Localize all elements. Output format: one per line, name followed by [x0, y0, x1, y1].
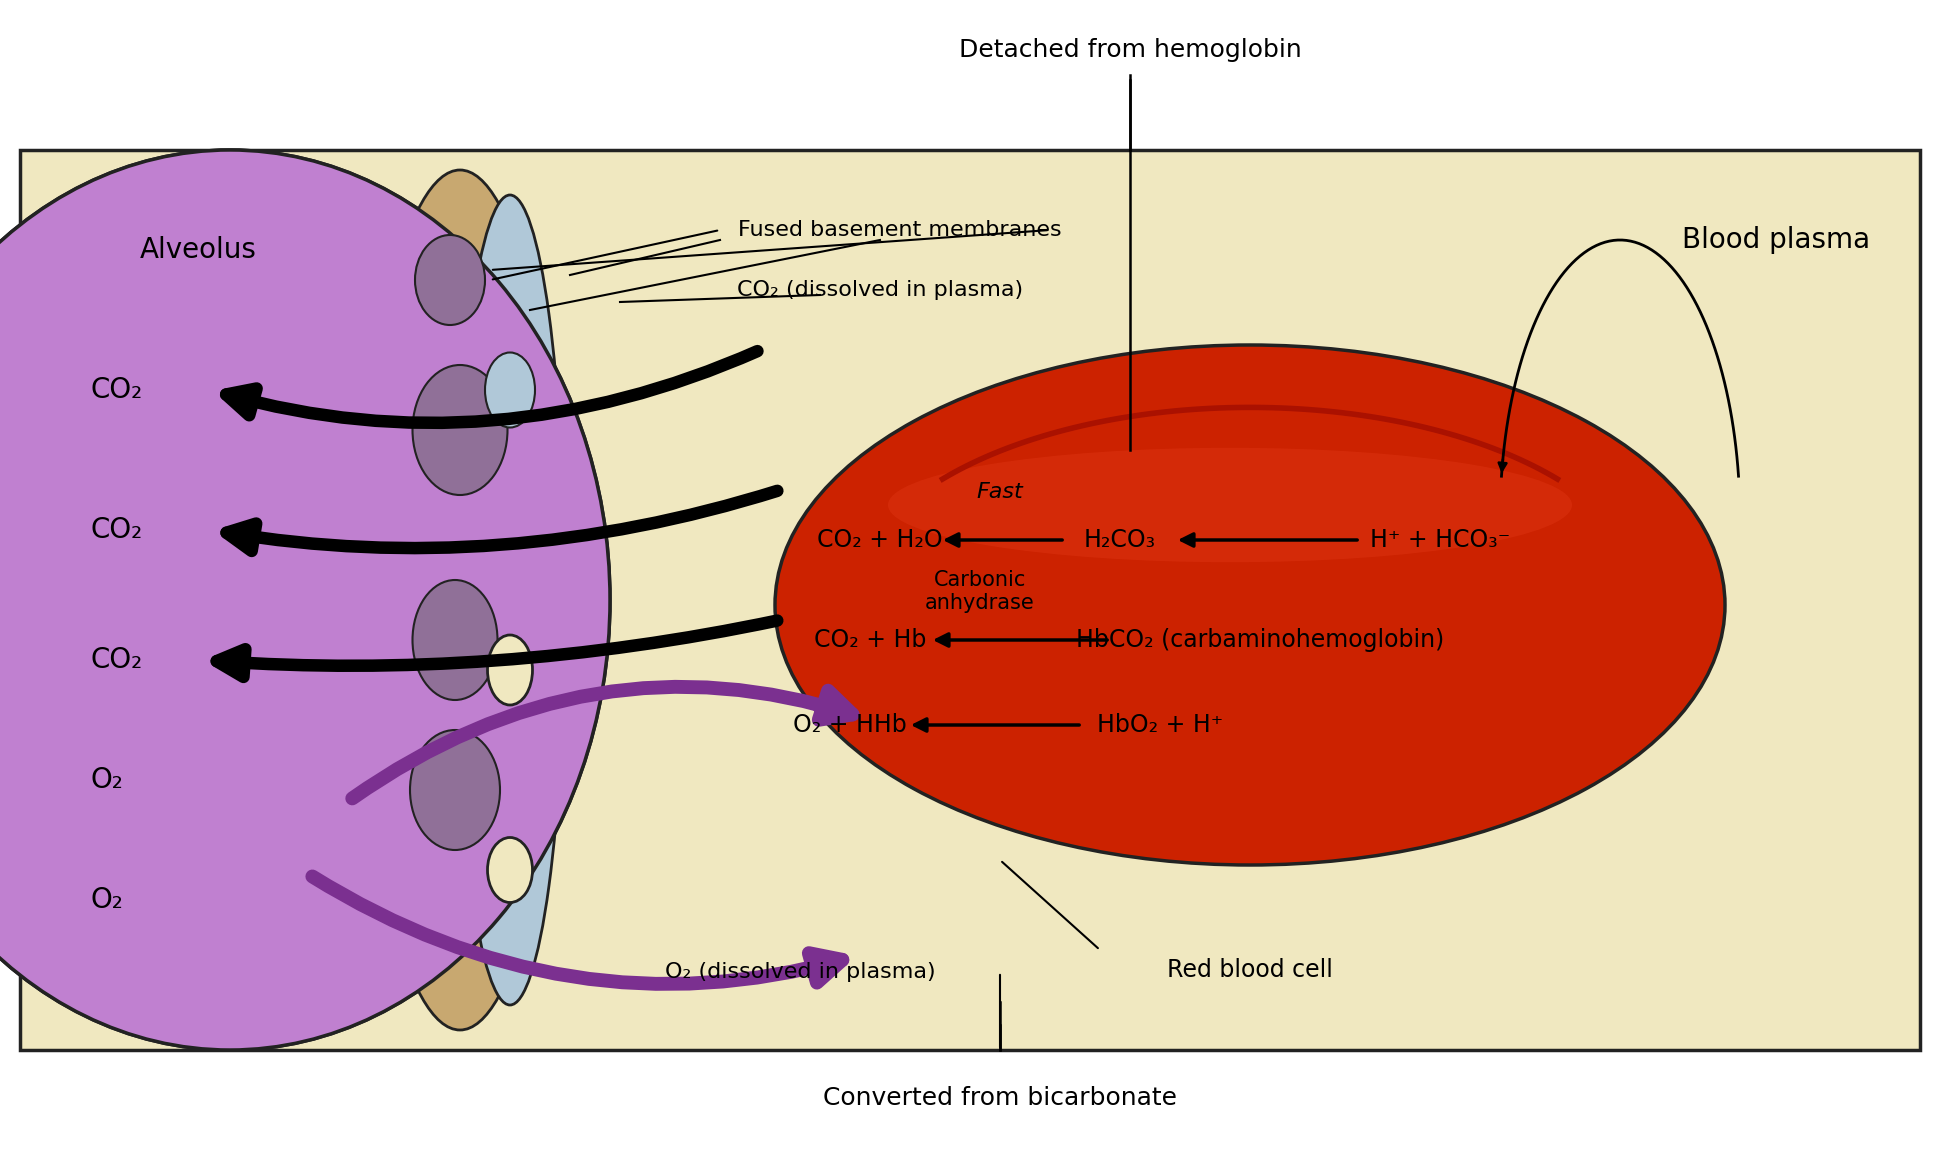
Text: Blood plasma: Blood plasma	[1681, 227, 1869, 254]
Text: H⁺ + HCO₃⁻: H⁺ + HCO₃⁻	[1369, 528, 1509, 552]
Ellipse shape	[415, 235, 485, 325]
Text: Fused basement membranes: Fused basement membranes	[739, 220, 1061, 240]
Text: CO₂ (dissolved in plasma): CO₂ (dissolved in plasma)	[737, 279, 1022, 300]
Text: HbO₂ + H⁺: HbO₂ + H⁺	[1096, 713, 1222, 737]
Text: O₂ (dissolved in plasma): O₂ (dissolved in plasma)	[665, 963, 935, 982]
Ellipse shape	[361, 170, 560, 1030]
Text: O₂: O₂	[89, 886, 122, 914]
Text: Fast: Fast	[975, 482, 1024, 503]
Text: Converted from bicarbonate: Converted from bicarbonate	[822, 1086, 1177, 1110]
Text: HbCO₂ (carbaminohemoglobin): HbCO₂ (carbaminohemoglobin)	[1076, 628, 1443, 652]
Text: Detached from hemoglobin: Detached from hemoglobin	[958, 38, 1301, 62]
Ellipse shape	[0, 150, 609, 1050]
Ellipse shape	[487, 635, 531, 705]
Text: Carbonic: Carbonic	[933, 570, 1026, 590]
Text: CO₂: CO₂	[89, 516, 142, 544]
Text: CO₂ + Hb: CO₂ + Hb	[812, 628, 925, 652]
FancyBboxPatch shape	[19, 150, 1920, 1050]
Ellipse shape	[413, 580, 496, 700]
Ellipse shape	[487, 837, 531, 903]
Ellipse shape	[888, 447, 1571, 562]
Ellipse shape	[413, 365, 508, 494]
Text: anhydrase: anhydrase	[925, 593, 1033, 613]
Ellipse shape	[0, 150, 609, 1050]
Text: O₂ + HHb: O₂ + HHb	[793, 713, 906, 737]
Text: H₂CO₃: H₂CO₃	[1084, 528, 1156, 552]
Ellipse shape	[456, 196, 564, 1005]
Text: Alveolus: Alveolus	[140, 236, 256, 264]
Text: CO₂ + H₂O: CO₂ + H₂O	[816, 528, 942, 552]
Text: CO₂: CO₂	[89, 646, 142, 674]
Ellipse shape	[409, 730, 500, 850]
Ellipse shape	[774, 345, 1724, 865]
Text: O₂: O₂	[89, 766, 122, 794]
Ellipse shape	[485, 353, 535, 428]
Text: CO₂: CO₂	[89, 376, 142, 404]
Text: Red blood cell: Red blood cell	[1167, 958, 1332, 982]
